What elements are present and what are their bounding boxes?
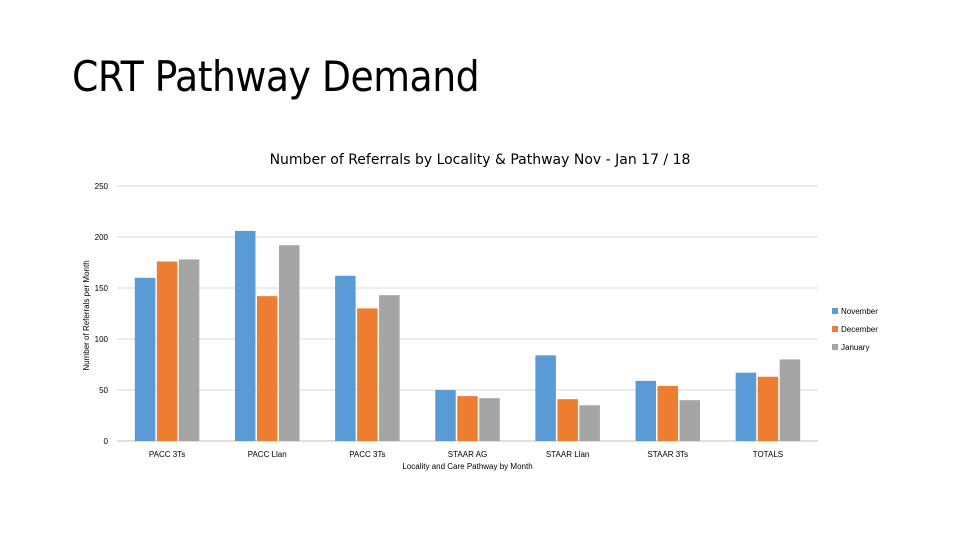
- bar-december: [256, 296, 278, 441]
- y-tick-label: 200: [95, 233, 109, 242]
- legend-swatch-november: [832, 308, 838, 314]
- y-axis-label: Number of Referrals per Month: [82, 260, 91, 370]
- bar-january: [779, 359, 801, 441]
- legend-label-november: November: [841, 307, 878, 316]
- bar-november: [335, 275, 356, 441]
- legend-swatch-december: [832, 326, 838, 332]
- y-axis-ticks: 0 50 100 150 200 250: [95, 182, 109, 446]
- bar-december: [757, 376, 779, 441]
- legend: November December January: [832, 307, 878, 352]
- bar-january: [679, 400, 701, 441]
- y-tick-label: 250: [95, 182, 109, 191]
- x-axis-label: Locality and Care Pathway by Month: [402, 462, 532, 471]
- bar-january: [579, 405, 600, 441]
- x-tick-label: TOTALS: [753, 450, 783, 459]
- bar-december: [557, 399, 578, 441]
- y-tick-label: 150: [95, 284, 109, 293]
- bar-december: [657, 385, 679, 441]
- y-tick-label: 0: [104, 437, 109, 446]
- bar-december: [457, 396, 478, 441]
- bar-january: [479, 398, 500, 441]
- bar-december: [156, 261, 178, 441]
- bar-january: [178, 259, 200, 441]
- legend-label-december: December: [841, 325, 878, 334]
- legend-label-january: January: [841, 343, 869, 352]
- x-tick-label: STAAR 3Ts: [647, 450, 688, 459]
- bar-november: [134, 277, 156, 441]
- bar-january: [278, 245, 300, 441]
- legend-swatch-january: [832, 344, 838, 350]
- x-tick-label: PACC 3Ts: [349, 450, 385, 459]
- slide-title: CRT Pathway Demand: [72, 52, 480, 101]
- bar-january: [379, 295, 400, 441]
- bar-november: [635, 380, 657, 441]
- y-tick-label: 100: [95, 335, 109, 344]
- bar-november: [234, 230, 256, 441]
- y-tick-label: 50: [99, 386, 108, 395]
- x-tick-label: PACC 3Ts: [149, 450, 185, 459]
- bars: [134, 230, 801, 441]
- bar-november: [535, 355, 556, 441]
- x-axis-ticks: PACC 3Ts PACC Llan PACC 3Ts STAAR AG STAAR L…: [149, 450, 783, 459]
- x-tick-label: STAAR AG: [448, 450, 487, 459]
- bar-december: [357, 308, 378, 441]
- chart-title: Number of Referrals by Locality & Pathwa…: [269, 152, 691, 168]
- x-tick-label: STAAR Llan: [546, 450, 589, 459]
- bar-november: [735, 372, 757, 441]
- x-tick-label: PACC Llan: [248, 450, 287, 459]
- bar-november: [435, 390, 456, 441]
